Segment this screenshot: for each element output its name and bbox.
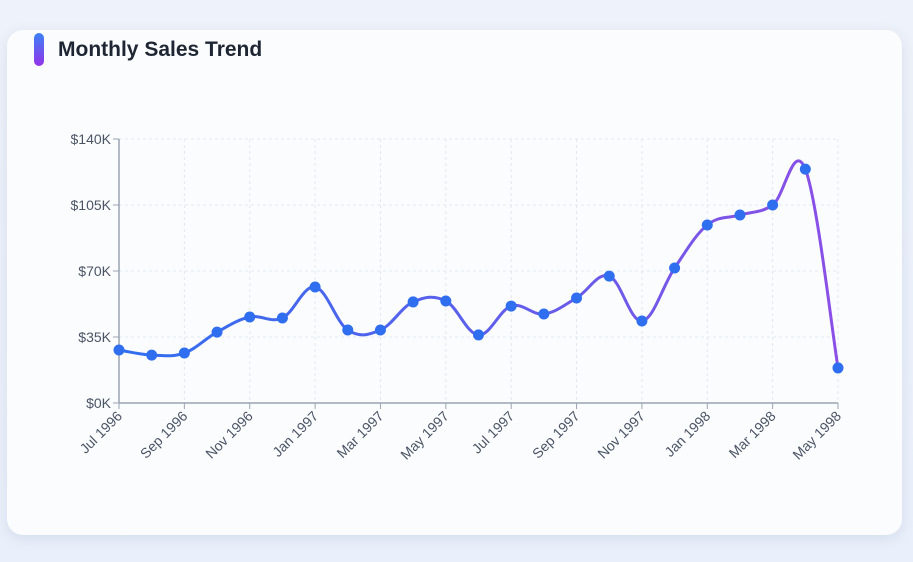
y-tick-label: $70K [78,263,111,279]
data-point [309,281,321,293]
data-point [636,315,648,327]
data-point [734,209,746,221]
x-tick-label: Nov 1996 [202,408,256,462]
x-tick-label: Jul 1997 [469,408,518,457]
data-point [342,324,354,336]
y-tick-label: $0K [86,395,112,411]
chart-card [7,30,902,535]
data-point [669,262,681,274]
data-point [603,270,615,282]
data-point [374,324,386,336]
x-tick-label: Nov 1997 [594,408,648,462]
chart-title: Monthly Sales Trend [58,37,263,61]
data-point [407,296,419,308]
data-point [211,326,223,338]
y-tick-label: $140K [71,131,112,147]
x-tick-label: Jan 1997 [269,408,321,460]
data-point [538,308,550,320]
data-point [832,362,844,374]
x-tick-label: Jul 1996 [76,408,125,457]
data-point [244,311,256,323]
x-tick-label: Mar 1997 [333,408,386,461]
data-point [505,300,517,312]
data-point [276,312,288,324]
chart-header: Monthly Sales Trend [34,33,262,66]
data-point [701,219,713,231]
x-tick-label: May 1998 [789,408,844,463]
title-accent-bar [34,33,44,66]
y-tick-label: $105K [71,197,112,213]
data-point [767,199,779,211]
x-tick-label: Jan 1998 [661,408,713,460]
data-point [473,329,484,341]
x-tick-label: Sep 1996 [137,408,191,462]
y-tick-label: $35K [78,329,111,345]
data-point [571,292,583,304]
x-tick-label: Sep 1997 [529,408,583,462]
data-point [178,347,190,359]
data-point [799,163,811,175]
data-point [113,344,125,356]
data-point [440,295,452,307]
x-tick-label: Mar 1998 [726,408,779,461]
data-point [146,349,158,361]
x-tick-label: May 1997 [397,408,452,463]
